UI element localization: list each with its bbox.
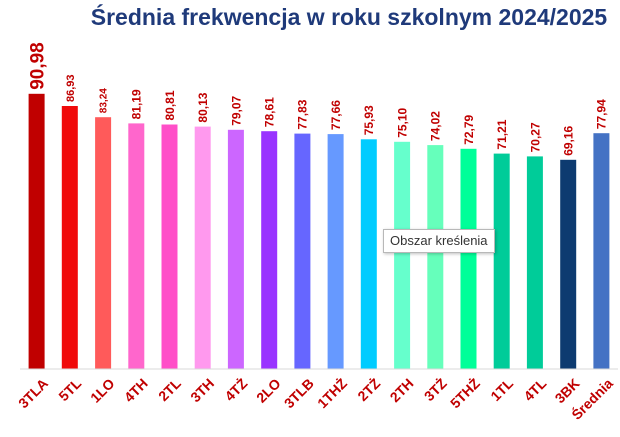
bar-3TŻ[interactable] [427, 145, 444, 369]
x-tick-label: 3TH [187, 375, 217, 405]
x-tick-label: 1THŻ [314, 375, 350, 411]
data-label: 70,27 [528, 122, 542, 152]
data-labels-layer: 90,98 86,93 83,24 81,19 80,81 80,13 79,07 78,61… [28, 42, 609, 156]
bar-2TH[interactable] [394, 141, 411, 369]
x-tick-label: 2TŻ [354, 375, 383, 404]
x-tick-label: 2TH [387, 375, 417, 405]
x-tick-label: 5THŻ [447, 375, 483, 411]
data-label: 74,02 [429, 111, 443, 141]
data-label: 81,19 [130, 89, 144, 119]
data-label: 80,13 [196, 92, 210, 122]
bar-1THŻ[interactable] [327, 134, 344, 369]
data-label: 77,83 [296, 99, 310, 129]
data-label: 75,93 [362, 105, 376, 135]
bar-1TL[interactable] [493, 153, 510, 369]
data-label: 71,21 [495, 119, 509, 149]
bar-3TH[interactable] [194, 126, 211, 369]
x-tick-label: 3TŻ [421, 375, 450, 404]
bar-5TL[interactable] [61, 106, 78, 369]
data-label: 77,66 [329, 100, 343, 130]
bar-4TL[interactable] [526, 156, 543, 369]
x-tick-label: 1LO [87, 375, 118, 406]
data-label: 78,61 [263, 97, 277, 127]
x-tick-label: 3TLA [15, 375, 51, 411]
x-tick-label: 2TL [155, 375, 184, 404]
x-tick-label: 1TL [487, 375, 516, 404]
bar-2TL[interactable] [161, 124, 178, 370]
x-tick-label: 2LO [253, 375, 284, 406]
data-label: 79,07 [229, 95, 243, 125]
bar-3TLA[interactable] [28, 93, 45, 370]
x-tick-label: 4TŻ [221, 375, 250, 404]
bar-4TŻ[interactable] [227, 129, 244, 369]
x-tick-label: 5TL [55, 375, 84, 404]
bar-4TH[interactable] [128, 123, 145, 370]
bar-2LO[interactable] [261, 131, 278, 369]
x-tick-label: 4TL [520, 375, 549, 404]
data-label: 90,98 [28, 42, 49, 90]
plot-area-tooltip: Obszar kreślenia [383, 229, 495, 253]
bar-3TLB[interactable] [294, 133, 311, 369]
bar-2TŻ[interactable] [360, 139, 377, 369]
bars-layer [28, 93, 610, 370]
bar-3BK[interactable] [560, 159, 577, 369]
x-tick-label: 3TLB [281, 375, 317, 411]
chart-title: Średnia frekwencja w roku szkolnym 2024/… [90, 4, 608, 30]
x-tick-label: 4TH [121, 375, 151, 405]
bar-5THŻ[interactable] [460, 148, 477, 369]
data-label: 80,81 [163, 90, 177, 120]
bar-1LO[interactable] [95, 117, 112, 369]
data-label: 83,24 [99, 88, 110, 113]
data-label: 77,94 [595, 99, 609, 129]
data-label: 75,10 [395, 107, 409, 137]
bar-Średnia[interactable] [593, 133, 610, 369]
data-label: 86,93 [65, 74, 77, 102]
data-label: 69,16 [562, 125, 576, 155]
data-label: 72,79 [462, 114, 476, 144]
